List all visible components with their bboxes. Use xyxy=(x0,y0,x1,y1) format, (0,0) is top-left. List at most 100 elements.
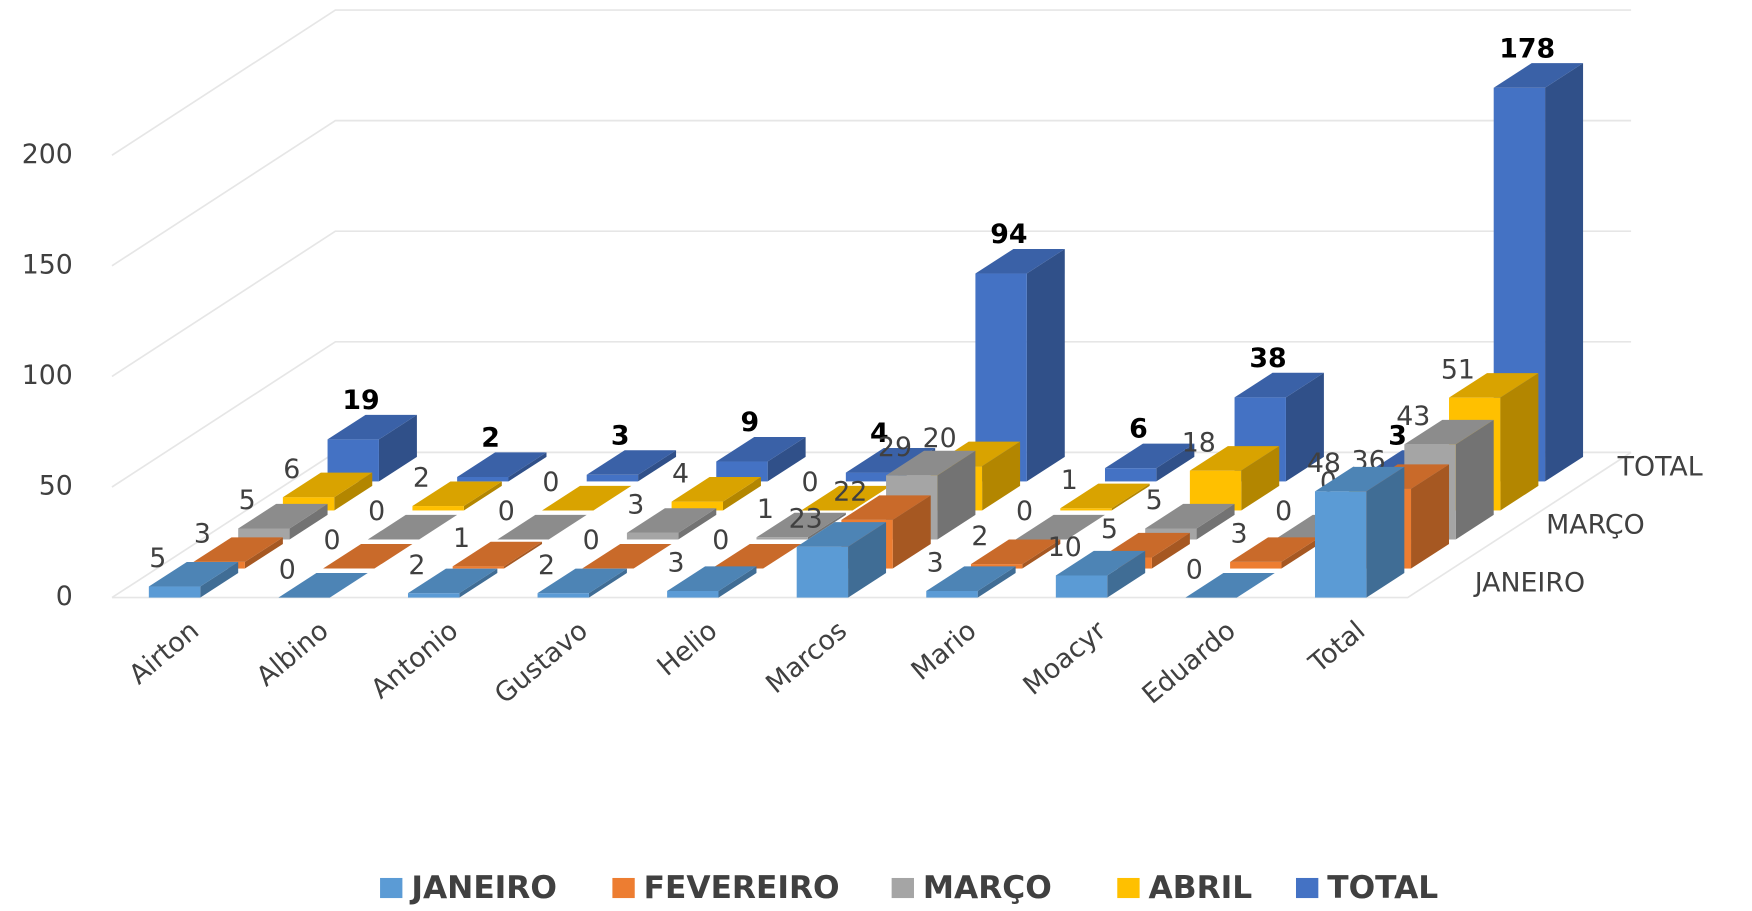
x-tick-label: Eduardo xyxy=(1136,615,1241,710)
bar-top xyxy=(1185,573,1275,598)
legend-label: MARÇO xyxy=(923,870,1052,906)
data-label: 6 xyxy=(283,454,300,485)
grid-line xyxy=(111,9,1632,156)
bar-top xyxy=(975,248,1065,274)
bar-top xyxy=(1234,372,1324,398)
data-label: 3 xyxy=(927,548,944,579)
x-tick-label: Moacyr xyxy=(1017,614,1112,701)
bar-top xyxy=(1060,483,1150,509)
bar xyxy=(1060,508,1112,511)
data-label: 0 xyxy=(583,525,600,556)
bar-top xyxy=(886,450,976,476)
x-tick-label: Marcos xyxy=(760,615,853,700)
bar-top xyxy=(457,452,547,478)
data-label: 29 xyxy=(878,432,912,463)
bar-top xyxy=(412,481,502,507)
bar-side xyxy=(1196,503,1235,540)
bar-top xyxy=(278,573,368,598)
bar-side xyxy=(977,566,1016,598)
data-label: 23 xyxy=(789,503,823,534)
bar-top xyxy=(1449,373,1539,398)
bar-side xyxy=(638,450,677,482)
bar-side xyxy=(678,508,717,540)
data-label: 3 xyxy=(194,519,211,550)
data-label: 1 xyxy=(1061,465,1078,496)
grid-line xyxy=(111,119,1632,267)
legend-label: JANEIRO xyxy=(409,870,557,906)
bar-side xyxy=(508,452,547,482)
data-label: 4 xyxy=(672,458,689,489)
bar xyxy=(626,532,679,540)
bar-top xyxy=(1104,443,1195,469)
x-tick-label: Gustavo xyxy=(489,615,594,710)
data-label: 3 xyxy=(1388,420,1407,451)
y-tick-label: 50 xyxy=(39,471,73,502)
bar-top xyxy=(1189,446,1280,471)
data-label: 2 xyxy=(971,521,988,552)
bar-side xyxy=(200,561,239,598)
data-label: 5 xyxy=(239,485,256,516)
bar-top xyxy=(1404,419,1494,445)
data-label: 38 xyxy=(1249,343,1286,374)
bar-top xyxy=(323,543,413,569)
x-tick-label: Helio xyxy=(651,615,723,682)
data-label: 2 xyxy=(481,423,500,454)
data-label: 1 xyxy=(757,494,774,525)
bar-side xyxy=(504,541,543,569)
bar-side xyxy=(1366,466,1405,598)
bar xyxy=(586,474,639,482)
bar-side xyxy=(1241,446,1280,511)
bar-top xyxy=(756,512,846,538)
bar xyxy=(407,593,460,598)
bar-side xyxy=(1022,539,1061,569)
bar-side xyxy=(1111,483,1150,511)
bar-top xyxy=(193,537,283,562)
bar-top xyxy=(716,436,806,462)
bar-top xyxy=(586,450,677,475)
legend-swatch xyxy=(380,877,403,899)
bar xyxy=(970,564,1023,569)
data-label: 20 xyxy=(923,423,957,454)
data-label: 0 xyxy=(279,554,296,585)
bar-side xyxy=(1285,372,1324,482)
bar-side xyxy=(722,477,761,511)
bar xyxy=(1189,470,1242,511)
bar-top xyxy=(926,566,1016,591)
bar-top xyxy=(452,541,543,567)
bar xyxy=(926,590,978,598)
legend-swatch xyxy=(1295,877,1319,899)
bar-side xyxy=(718,566,757,598)
x-tick-label: Albino xyxy=(251,615,335,693)
bar-side xyxy=(244,537,283,569)
bar-top xyxy=(1015,514,1105,540)
bar-side xyxy=(892,495,931,569)
bar-side xyxy=(767,436,806,482)
bar-side xyxy=(1151,532,1190,569)
bar-side xyxy=(459,568,498,598)
bar xyxy=(845,472,898,482)
grid-line xyxy=(111,230,1632,378)
data-label: 3 xyxy=(611,420,630,451)
data-label: 19 xyxy=(342,385,379,416)
data-label: 2 xyxy=(538,550,555,581)
bar xyxy=(457,477,509,482)
y-tick-label: 200 xyxy=(22,139,73,170)
x-tick-label: Airton xyxy=(123,615,205,691)
y-tick-label: 100 xyxy=(22,360,73,391)
bar-top xyxy=(367,514,458,540)
legend-swatch xyxy=(891,877,914,899)
grid-line xyxy=(111,340,1632,488)
bar-top xyxy=(238,503,328,529)
bar-top xyxy=(1314,466,1405,492)
bar xyxy=(412,506,464,511)
data-label: 22 xyxy=(833,477,867,508)
data-label: 18 xyxy=(1182,427,1216,458)
depth-label: JANEIRO xyxy=(1473,568,1585,599)
bar xyxy=(148,586,201,598)
bar xyxy=(1055,575,1108,598)
bar-top xyxy=(327,414,417,440)
bar-top xyxy=(796,522,887,547)
data-label: 51 xyxy=(1441,354,1475,385)
data-label: 3 xyxy=(668,548,685,579)
